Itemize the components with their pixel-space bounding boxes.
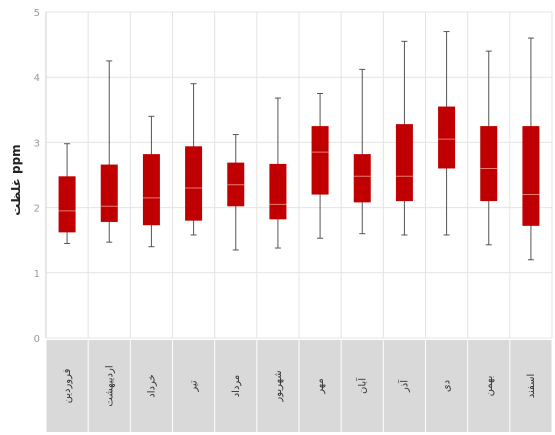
box-9: [395, 40, 413, 236]
x-tick-label: اردیبهشت: [104, 365, 115, 406]
x-tick-label: شهریور: [273, 370, 284, 402]
x-tick-label: بهمن: [484, 376, 495, 397]
box-iqr: [438, 106, 456, 169]
box-iqr: [480, 126, 498, 202]
box-iqr: [100, 164, 118, 222]
y-axis: 0 1 2 3 4 5: [34, 8, 47, 345]
box-1: [58, 143, 76, 244]
box-iqr: [58, 176, 76, 233]
box-iqr: [353, 154, 371, 203]
box-8: [353, 68, 371, 235]
x-tick-label: تیر: [189, 380, 200, 393]
box-6: [269, 97, 287, 249]
y-axis-title: غلظت ppm: [9, 144, 23, 215]
x-tick-label: آذر: [397, 379, 410, 393]
box-7: [311, 93, 329, 239]
y-tick-label: 0: [34, 334, 40, 345]
x-tick-label: آبان: [355, 377, 368, 394]
x-tick-label: خرداد: [146, 374, 157, 397]
box-3: [142, 115, 160, 248]
y-tick-label: 1: [34, 269, 40, 280]
box-2: [100, 60, 118, 243]
y-tick-label: 3: [34, 138, 40, 149]
box-5: [227, 134, 245, 251]
x-tick-label: مرداد: [231, 375, 242, 398]
box-10: [438, 31, 456, 236]
box-11: [480, 50, 498, 246]
box-iqr: [269, 163, 287, 220]
box-iqr: [142, 154, 160, 226]
box-iqr: [522, 126, 540, 226]
grid: [45, 11, 553, 339]
x-axis-labels: فروردین اردیبهشت خرداد تیر مرداد شهریور مهر آبا…: [62, 365, 537, 406]
boxes: [58, 31, 540, 261]
y-tick-label: 2: [34, 204, 40, 215]
box-4: [185, 83, 203, 236]
box-iqr: [311, 126, 329, 195]
y-tick-label: 4: [34, 73, 40, 84]
x-tick-label: اسفند: [526, 374, 537, 398]
category-label-band: [45, 340, 553, 432]
box-iqr: [395, 124, 413, 202]
y-tick-label: 5: [34, 8, 40, 19]
box-iqr: [185, 146, 203, 221]
x-tick-label: مهر: [315, 378, 326, 394]
x-tick-label: فروردین: [62, 368, 73, 403]
box-12: [522, 37, 540, 261]
x-tick-label: دی: [442, 380, 453, 392]
